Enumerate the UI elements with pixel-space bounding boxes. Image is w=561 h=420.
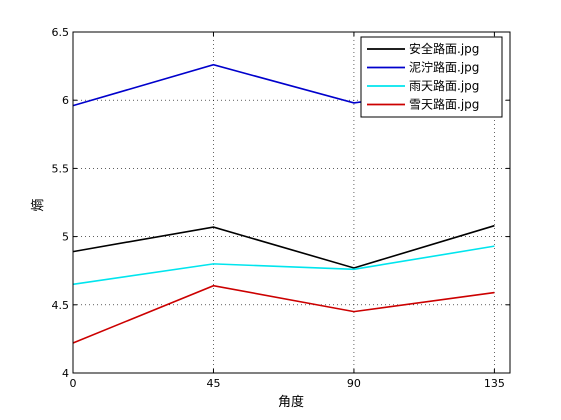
plot-frame bbox=[72, 31, 511, 374]
y-tick-label: 5 bbox=[62, 231, 69, 244]
x-tick-label: 90 bbox=[347, 377, 361, 390]
legend-label-4: 雪天路面.jpg bbox=[409, 97, 479, 112]
axis-ticks: 0 45 90 135 4 4.5 5 5.5 6 6.5 bbox=[52, 26, 510, 390]
y-axis-label: 熵 bbox=[30, 198, 46, 211]
x-tick-label: 135 bbox=[484, 377, 505, 390]
series-line-4 bbox=[72, 284, 495, 344]
y-tick-label: 6 bbox=[62, 94, 69, 107]
legend: 安全路面.jpg 泥泞路面.jpg 雨天路面.jpg 雪天路面.jpg bbox=[360, 36, 503, 118]
y-tick-label: 5.5 bbox=[52, 162, 70, 175]
series-lines bbox=[72, 63, 495, 344]
legend-label-1: 安全路面.jpg bbox=[409, 41, 479, 56]
legend-label-2: 泥泞路面.jpg bbox=[409, 60, 479, 75]
legend-label-3: 雨天路面.jpg bbox=[409, 78, 479, 93]
y-tick-label: 4.5 bbox=[52, 299, 70, 312]
x-axis-label: 角度 bbox=[278, 394, 304, 410]
x-tick-label: 45 bbox=[206, 377, 220, 390]
y-tick-label: 6.5 bbox=[52, 26, 70, 39]
series-line-3 bbox=[72, 245, 495, 286]
y-tick-label: 4 bbox=[62, 367, 69, 380]
x-tick-label: 0 bbox=[70, 377, 77, 390]
series-line-1 bbox=[72, 224, 495, 269]
